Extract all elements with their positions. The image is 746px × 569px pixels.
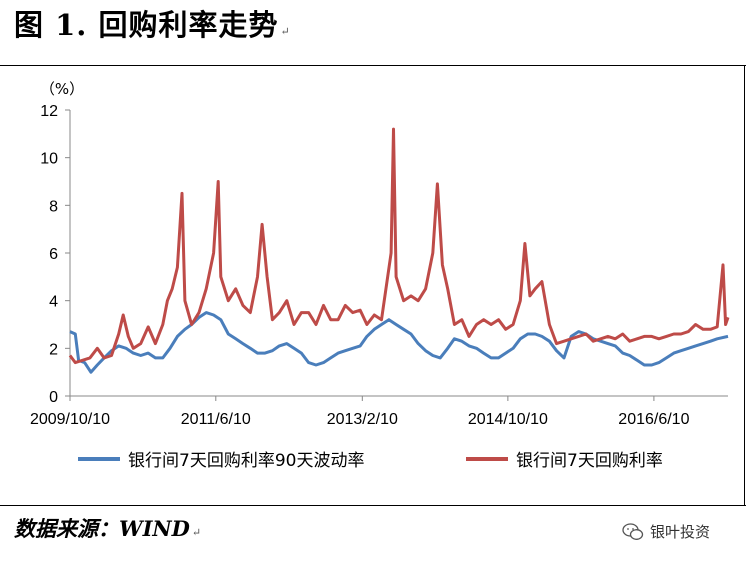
y-tick-label: 6 (49, 246, 58, 263)
wechat-watermark: 银叶投资 (622, 521, 710, 542)
x-tick-label: 2011/6/10 (181, 411, 251, 428)
series-line-2 (68, 127, 730, 365)
y-tick-label: 8 (49, 198, 58, 215)
x-tick-label: 2009/10/10 (30, 411, 110, 428)
paragraph-mark-icon: ↵ (280, 25, 291, 38)
figure-title: 图 1. 回购利率走势 ↵ (14, 2, 291, 44)
right-border (744, 66, 745, 506)
x-tick-label: 2013/2/10 (327, 411, 398, 428)
figure-title-text: 图 1. 回购利率走势 (14, 8, 279, 42)
top-rule (0, 65, 746, 66)
data-source-note: 数据来源：WIND ↵ (14, 513, 201, 543)
wechat-icon (622, 522, 644, 540)
x-tick-label: 2014/10/10 (468, 411, 548, 428)
y-unit-label: （%） (40, 80, 84, 98)
legend-label-1: 银行间7天回购利率90天波动率 (128, 451, 364, 471)
legend-label-2: 银行间7天回购利率 (516, 451, 663, 471)
bottom-rule (0, 505, 746, 506)
watermark-text: 银叶投资 (650, 523, 711, 541)
y-tick-label: 10 (40, 151, 58, 168)
legend: 银行间7天回购利率90天波动率 银行间7天回购利率 (78, 451, 663, 471)
data-source-text: 数据来源：WIND (14, 516, 190, 541)
y-tick-label: 4 (49, 294, 58, 311)
y-tick-label: 2 (49, 341, 58, 358)
y-tick-label: 0 (49, 389, 58, 406)
y-tick-label: 12 (40, 103, 58, 120)
axes: 0 2 4 6 8 10 12 （%） 2009/10/10 2011/6/10 2013/2/10… (30, 80, 728, 428)
series-line-1 (69, 311, 729, 374)
series-lines (68, 127, 730, 374)
repo-rate-chart: 0 2 4 6 8 10 12 （%） 2009/10/10 2011/6/10 2013/2/10… (30, 80, 730, 471)
paragraph-mark-icon: ↵ (191, 526, 202, 539)
x-tick-label: 2016/6/10 (618, 411, 689, 428)
